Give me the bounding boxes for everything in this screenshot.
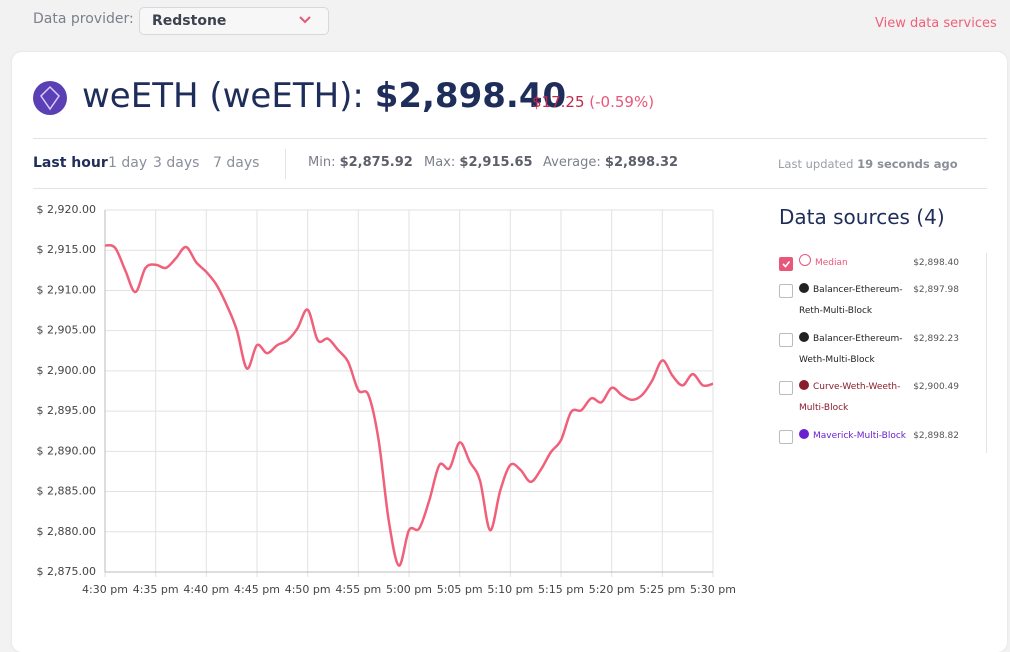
x-tick-label: 5:00 pm — [386, 583, 432, 596]
source-icon — [799, 332, 809, 342]
stat-value: $2,898.32 — [604, 155, 679, 170]
sources-title: Data sources (4) — [779, 205, 945, 229]
x-tick-label: 5:25 pm — [639, 583, 685, 596]
tab[interactable]: 1 day — [108, 155, 148, 171]
divider — [33, 138, 987, 139]
tab[interactable]: 7 days — [213, 155, 260, 171]
checkbox[interactable] — [779, 381, 793, 395]
x-tick-label: 4:55 pm — [335, 583, 381, 596]
change-row: $17.25 (-0.59%) — [532, 93, 654, 111]
source-price: $2,898.40 — [913, 258, 959, 268]
source-icon — [799, 254, 811, 266]
source-name-wrap: Balancer-Ethereum-Weth-Multi-Block — [799, 329, 915, 371]
last-updated: Last updated 19 seconds ago — [778, 157, 958, 171]
stat: Average: $2,898.32 — [543, 155, 678, 170]
y-tick-label: $ 2,885.00 — [37, 485, 96, 498]
stat: Max: $2,915.65 — [424, 155, 533, 170]
y-tick-label: $ 2,890.00 — [37, 444, 96, 457]
y-tick-label: $ 2,920.00 — [37, 203, 96, 216]
stat: Min: $2,875.92 — [308, 155, 413, 170]
source-name-wrap: Maverick-Multi-Block — [799, 426, 915, 447]
check — [782, 261, 791, 268]
source-price: $2,900.49 — [913, 382, 959, 392]
x-tick-label: 4:35 pm — [133, 583, 179, 596]
chevron — [299, 16, 311, 24]
divider — [285, 149, 286, 179]
stat-label: Max: — [424, 155, 456, 170]
y-tick-label: $ 2,910.00 — [37, 283, 96, 296]
source-price: $2,898.82 — [913, 431, 959, 441]
updated-label: Last updated — [778, 157, 854, 171]
provider-dropdown[interactable]: Redstone — [139, 7, 329, 35]
updated-value: 19 seconds ago — [857, 157, 958, 171]
change: $17.25 — [532, 93, 585, 111]
source-price: $2,897.98 — [913, 285, 959, 295]
stat-value: $2,875.92 — [339, 155, 413, 170]
price: $2,898.40 — [374, 76, 567, 116]
view-services-link[interactable]: View data services — [875, 16, 997, 31]
source-name: Balancer-Ethereum-Reth-Multi-Block — [799, 285, 903, 316]
card — [12, 52, 1007, 652]
checkbox[interactable] — [779, 333, 793, 347]
y-tick-label: $ 2,875.00 — [37, 565, 96, 578]
source-name-wrap: Curve-Weth-Weeth-Multi-Block — [799, 377, 915, 419]
checkbox[interactable] — [779, 284, 793, 298]
stat-label: Min: — [308, 155, 336, 170]
x-tick-label: 5:15 pm — [538, 583, 584, 596]
source-name: Median — [815, 258, 848, 268]
x-tick-label: 5:30 pm — [690, 583, 736, 596]
y-tick-label: $ 2,880.00 — [37, 525, 96, 538]
source-icon — [799, 283, 809, 293]
stat-label: Average: — [543, 155, 601, 170]
token-icon — [33, 81, 67, 115]
x-tick-label: 4:50 pm — [285, 583, 331, 596]
title-row: weETH (weETH): $2,898.40 — [82, 76, 566, 116]
source-name: Curve-Weth-Weeth-Multi-Block — [799, 382, 901, 413]
stat-value: $2,915.65 — [459, 155, 533, 170]
y-tick-label: $ 2,905.00 — [37, 324, 96, 337]
page: {"provider": {"label": "Data provider:",… — [12, 7, 1007, 652]
y-tick-label: $ 2,900.00 — [37, 364, 96, 377]
source-name-wrap: Balancer-Ethereum-Reth-Multi-Block — [799, 280, 915, 322]
tab[interactable]: 3 days — [153, 155, 200, 171]
y-tick-label: $ 2,915.00 — [37, 243, 96, 256]
x-tick-label: 5:10 pm — [487, 583, 533, 596]
y-tick-label: $ 2,895.00 — [37, 404, 96, 417]
x-tick-label: 4:40 pm — [183, 583, 229, 596]
price-line — [104, 243, 714, 567]
tab[interactable]: Last hour — [33, 155, 108, 171]
source-name: Balancer-Ethereum-Weth-Multi-Block — [799, 334, 903, 365]
source-price: $2,892.23 — [913, 334, 959, 344]
x-tick-label: 5:20 pm — [589, 583, 635, 596]
provider-label: Data provider: — [33, 11, 134, 27]
x-tick-label: 5:05 pm — [437, 583, 483, 596]
source-icon — [799, 380, 809, 390]
source-name: Maverick-Multi-Block — [813, 431, 907, 441]
divider — [33, 188, 987, 189]
change-pct: (-0.59%) — [589, 93, 655, 111]
divider — [986, 253, 987, 453]
checkbox[interactable] — [779, 430, 793, 444]
title: weETH (weETH): — [82, 76, 364, 116]
provider-value: Redstone — [152, 13, 227, 29]
checkbox[interactable] — [779, 257, 793, 271]
source-icon — [799, 429, 809, 439]
x-tick-label: 4:45 pm — [234, 583, 280, 596]
chart: $ 2,875.00 $ 2,880.00 $ 2,885.00 $ 2,890.00… — [37, 203, 736, 596]
x-tick-label: 4:30 pm — [82, 583, 128, 596]
source-name-wrap: Median — [799, 253, 915, 274]
